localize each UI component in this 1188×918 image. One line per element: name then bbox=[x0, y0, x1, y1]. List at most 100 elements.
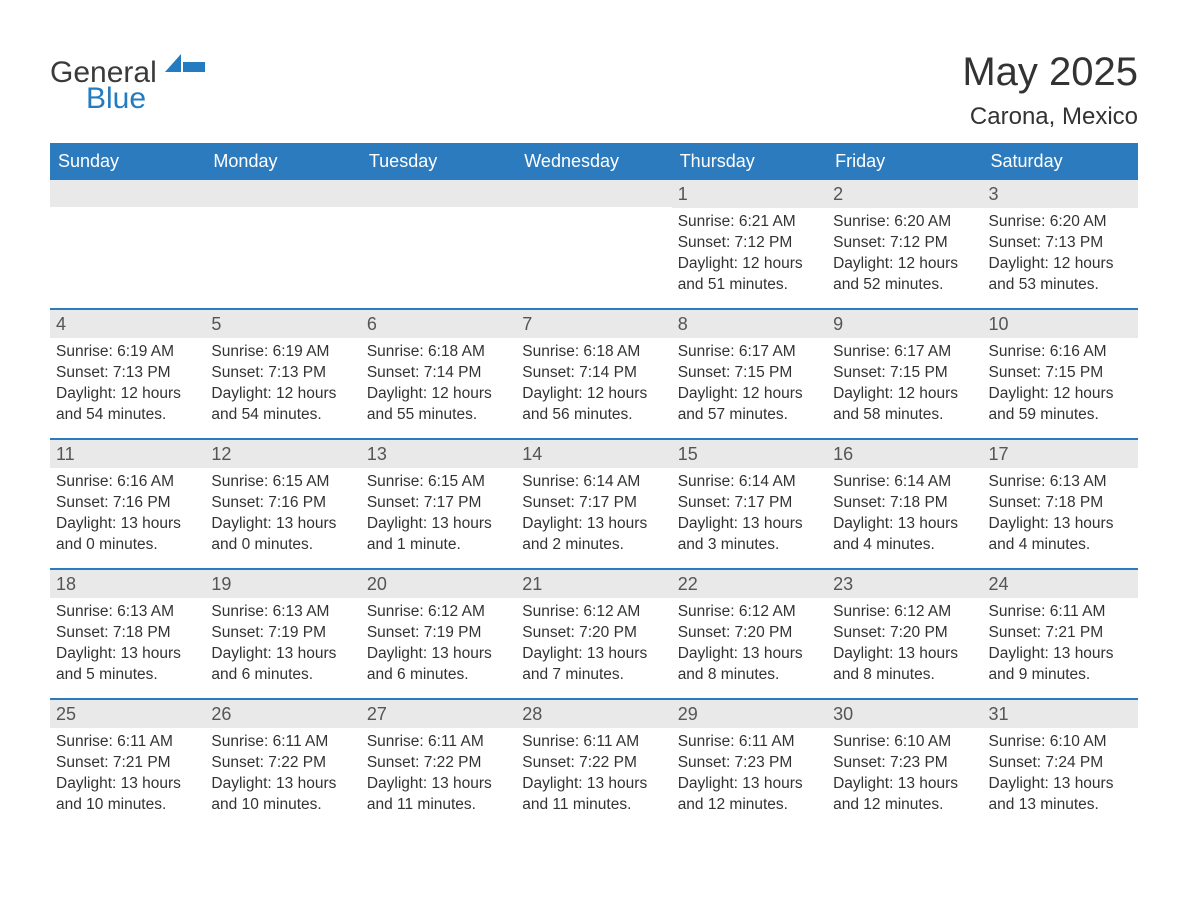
day-number: 30 bbox=[827, 700, 982, 728]
daylight-line-2: and 10 minutes. bbox=[211, 795, 354, 816]
day-number: 4 bbox=[50, 310, 205, 338]
day-cell: 14Sunrise: 6:14 AMSunset: 7:17 PMDayligh… bbox=[516, 440, 671, 568]
empty-day bbox=[50, 180, 205, 207]
sunset-line: Sunset: 7:20 PM bbox=[833, 623, 976, 644]
sunrise-line: Sunrise: 6:11 AM bbox=[989, 602, 1132, 623]
empty-day bbox=[361, 180, 516, 207]
day-body: Sunrise: 6:11 AMSunset: 7:22 PMDaylight:… bbox=[361, 728, 516, 826]
sunset-line: Sunset: 7:14 PM bbox=[522, 363, 665, 384]
daylight-line-1: Daylight: 13 hours bbox=[678, 774, 821, 795]
day-cell: 15Sunrise: 6:14 AMSunset: 7:17 PMDayligh… bbox=[672, 440, 827, 568]
day-body: Sunrise: 6:10 AMSunset: 7:24 PMDaylight:… bbox=[983, 728, 1138, 826]
day-cell: 11Sunrise: 6:16 AMSunset: 7:16 PMDayligh… bbox=[50, 440, 205, 568]
sunrise-line: Sunrise: 6:13 AM bbox=[56, 602, 199, 623]
day-body: Sunrise: 6:13 AMSunset: 7:18 PMDaylight:… bbox=[50, 598, 205, 696]
sunset-line: Sunset: 7:16 PM bbox=[211, 493, 354, 514]
sunrise-line: Sunrise: 6:13 AM bbox=[211, 602, 354, 623]
daylight-line-1: Daylight: 13 hours bbox=[211, 514, 354, 535]
daylight-line-2: and 53 minutes. bbox=[989, 275, 1132, 296]
daylight-line-1: Daylight: 13 hours bbox=[833, 514, 976, 535]
day-number: 5 bbox=[205, 310, 360, 338]
day-body: Sunrise: 6:14 AMSunset: 7:18 PMDaylight:… bbox=[827, 468, 982, 566]
weekday-header-row: SundayMondayTuesdayWednesdayThursdayFrid… bbox=[50, 143, 1138, 178]
day-number: 29 bbox=[672, 700, 827, 728]
sunset-line: Sunset: 7:14 PM bbox=[367, 363, 510, 384]
sunset-line: Sunset: 7:15 PM bbox=[833, 363, 976, 384]
daylight-line-2: and 6 minutes. bbox=[211, 665, 354, 686]
weekday-header: Saturday bbox=[983, 145, 1138, 178]
sunset-line: Sunset: 7:13 PM bbox=[989, 233, 1132, 254]
daylight-line-2: and 55 minutes. bbox=[367, 405, 510, 426]
day-body: Sunrise: 6:12 AMSunset: 7:19 PMDaylight:… bbox=[361, 598, 516, 696]
day-body: Sunrise: 6:11 AMSunset: 7:22 PMDaylight:… bbox=[205, 728, 360, 826]
day-body: Sunrise: 6:17 AMSunset: 7:15 PMDaylight:… bbox=[672, 338, 827, 436]
header: General Blue May 2025 Carona, Mexico bbox=[50, 50, 1138, 131]
day-cell bbox=[516, 180, 671, 308]
daylight-line-1: Daylight: 13 hours bbox=[833, 644, 976, 665]
day-cell: 7Sunrise: 6:18 AMSunset: 7:14 PMDaylight… bbox=[516, 310, 671, 438]
daylight-line-2: and 3 minutes. bbox=[678, 535, 821, 556]
week-row: 18Sunrise: 6:13 AMSunset: 7:18 PMDayligh… bbox=[50, 568, 1138, 698]
sunrise-line: Sunrise: 6:17 AM bbox=[678, 342, 821, 363]
day-cell: 3Sunrise: 6:20 AMSunset: 7:13 PMDaylight… bbox=[983, 180, 1138, 308]
day-cell: 19Sunrise: 6:13 AMSunset: 7:19 PMDayligh… bbox=[205, 570, 360, 698]
daylight-line-2: and 4 minutes. bbox=[833, 535, 976, 556]
sunrise-line: Sunrise: 6:10 AM bbox=[989, 732, 1132, 753]
day-cell bbox=[361, 180, 516, 308]
daylight-line-1: Daylight: 13 hours bbox=[989, 774, 1132, 795]
daylight-line-2: and 11 minutes. bbox=[522, 795, 665, 816]
sunset-line: Sunset: 7:17 PM bbox=[678, 493, 821, 514]
day-cell: 5Sunrise: 6:19 AMSunset: 7:13 PMDaylight… bbox=[205, 310, 360, 438]
daylight-line-1: Daylight: 13 hours bbox=[989, 514, 1132, 535]
sunrise-line: Sunrise: 6:14 AM bbox=[522, 472, 665, 493]
day-cell: 10Sunrise: 6:16 AMSunset: 7:15 PMDayligh… bbox=[983, 310, 1138, 438]
daylight-line-1: Daylight: 12 hours bbox=[211, 384, 354, 405]
sunset-line: Sunset: 7:19 PM bbox=[211, 623, 354, 644]
day-cell: 18Sunrise: 6:13 AMSunset: 7:18 PMDayligh… bbox=[50, 570, 205, 698]
daylight-line-1: Daylight: 13 hours bbox=[989, 644, 1132, 665]
daylight-line-2: and 11 minutes. bbox=[367, 795, 510, 816]
daylight-line-1: Daylight: 13 hours bbox=[522, 774, 665, 795]
daylight-line-2: and 10 minutes. bbox=[56, 795, 199, 816]
day-body: Sunrise: 6:18 AMSunset: 7:14 PMDaylight:… bbox=[361, 338, 516, 436]
daylight-line-2: and 7 minutes. bbox=[522, 665, 665, 686]
daylight-line-2: and 54 minutes. bbox=[211, 405, 354, 426]
weekday-header: Tuesday bbox=[361, 145, 516, 178]
sunset-line: Sunset: 7:23 PM bbox=[833, 753, 976, 774]
day-cell: 8Sunrise: 6:17 AMSunset: 7:15 PMDaylight… bbox=[672, 310, 827, 438]
day-body: Sunrise: 6:10 AMSunset: 7:23 PMDaylight:… bbox=[827, 728, 982, 826]
sunset-line: Sunset: 7:16 PM bbox=[56, 493, 199, 514]
day-body: Sunrise: 6:11 AMSunset: 7:22 PMDaylight:… bbox=[516, 728, 671, 826]
daylight-line-2: and 4 minutes. bbox=[989, 535, 1132, 556]
day-body: Sunrise: 6:12 AMSunset: 7:20 PMDaylight:… bbox=[827, 598, 982, 696]
sunset-line: Sunset: 7:15 PM bbox=[678, 363, 821, 384]
day-body: Sunrise: 6:15 AMSunset: 7:17 PMDaylight:… bbox=[361, 468, 516, 566]
day-body: Sunrise: 6:17 AMSunset: 7:15 PMDaylight:… bbox=[827, 338, 982, 436]
day-number: 2 bbox=[827, 180, 982, 208]
daylight-line-1: Daylight: 13 hours bbox=[211, 774, 354, 795]
daylight-line-2: and 12 minutes. bbox=[678, 795, 821, 816]
sunset-line: Sunset: 7:13 PM bbox=[56, 363, 199, 384]
daylight-line-2: and 8 minutes. bbox=[833, 665, 976, 686]
sunset-line: Sunset: 7:21 PM bbox=[56, 753, 199, 774]
day-body: Sunrise: 6:14 AMSunset: 7:17 PMDaylight:… bbox=[516, 468, 671, 566]
daylight-line-2: and 54 minutes. bbox=[56, 405, 199, 426]
day-number: 21 bbox=[516, 570, 671, 598]
day-cell: 9Sunrise: 6:17 AMSunset: 7:15 PMDaylight… bbox=[827, 310, 982, 438]
logo-text: General Blue bbox=[50, 50, 205, 114]
day-number: 17 bbox=[983, 440, 1138, 468]
daylight-line-1: Daylight: 12 hours bbox=[522, 384, 665, 405]
weekday-header: Friday bbox=[827, 145, 982, 178]
sunset-line: Sunset: 7:23 PM bbox=[678, 753, 821, 774]
sunrise-line: Sunrise: 6:12 AM bbox=[522, 602, 665, 623]
week-row: 4Sunrise: 6:19 AMSunset: 7:13 PMDaylight… bbox=[50, 308, 1138, 438]
day-number: 16 bbox=[827, 440, 982, 468]
day-number: 1 bbox=[672, 180, 827, 208]
sunrise-line: Sunrise: 6:11 AM bbox=[56, 732, 199, 753]
daylight-line-2: and 0 minutes. bbox=[211, 535, 354, 556]
sunrise-line: Sunrise: 6:17 AM bbox=[833, 342, 976, 363]
daylight-line-1: Daylight: 13 hours bbox=[678, 644, 821, 665]
logo: General Blue bbox=[50, 50, 205, 114]
daylight-line-1: Daylight: 13 hours bbox=[367, 514, 510, 535]
daylight-line-2: and 58 minutes. bbox=[833, 405, 976, 426]
